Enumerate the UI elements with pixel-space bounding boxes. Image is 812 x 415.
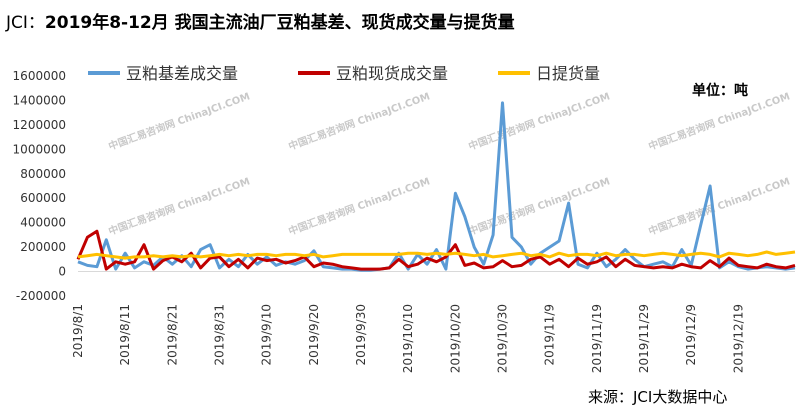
x-tick-label: 2019/11/29	[637, 304, 651, 373]
watermark-text: 中国汇易咨询网 ChinaJCI.COM	[287, 89, 432, 152]
title-main: 2019年8-12月 我国主流油厂豆粕基差、现货成交量与提货量	[44, 13, 515, 33]
series-line-2	[77, 250, 796, 260]
legend: 豆粕基差成交量 豆粕现货成交量 日提货量	[88, 64, 600, 83]
x-tick-label: 2019/9/30	[354, 304, 368, 366]
x-tick-label: 2019/11/9	[543, 304, 557, 366]
source-label: 来源：JCI大数据中心	[588, 388, 728, 406]
x-tick-label: 2019/8/31	[213, 304, 227, 366]
y-tick-label: 1000000	[13, 142, 66, 156]
legend-label: 豆粕基差成交量	[126, 64, 238, 83]
series-line-1	[76, 229, 796, 271]
x-tick-label: 2019/9/10	[260, 304, 274, 366]
watermark-layer: 中国汇易咨询网 ChinaJCI.COM 中国汇易咨询网 ChinaJCI.COM…	[107, 89, 792, 237]
y-tick-label: 600000	[20, 191, 66, 205]
unit-label: 单位：吨	[692, 83, 748, 99]
legend-label: 日提货量	[536, 64, 600, 83]
x-tick-label: 2019/8/21	[165, 304, 179, 366]
x-tick-label: 2019/10/30	[496, 304, 510, 373]
watermark-text: 中国汇易咨询网 ChinaJCI.COM	[107, 89, 252, 152]
y-tick-label: 200000	[20, 240, 66, 254]
title-prefix: JCI：	[6, 13, 45, 33]
legend-label: 豆粕现货成交量	[336, 64, 448, 83]
x-tick-label: 2019/9/20	[307, 304, 321, 366]
y-tick-label: 0	[58, 265, 66, 279]
chart-title: JCI：2019年8-12月 我国主流油厂豆粕基差、现货成交量与提货量	[6, 8, 515, 33]
y-tick-label: 800000	[20, 167, 66, 181]
series-layer	[76, 101, 796, 272]
x-tick-label: 2019/12/9	[684, 304, 698, 366]
y-tick-label: -200000	[16, 289, 66, 303]
x-tick-label: 2019/10/10	[401, 304, 415, 373]
x-tick-label: 2019/12/19	[731, 304, 745, 373]
x-tick-label: 2019/11/19	[590, 304, 604, 373]
x-tick-label: 2019/8/1	[71, 304, 85, 358]
y-tick-label: 1200000	[13, 118, 66, 132]
watermark-text: 中国汇易咨询网 ChinaJCI.COM	[287, 174, 432, 237]
y-tick-label: 1600000	[13, 69, 66, 83]
watermark-text: 中国汇易咨询网 ChinaJCI.COM	[647, 174, 792, 237]
y-tick-label: 1400000	[13, 93, 66, 107]
watermark-text: 中国汇易咨询网 ChinaJCI.COM	[467, 174, 612, 237]
y-axis: -200000 0 200000 400000 600000 800000 1000000 1…	[13, 69, 66, 303]
y-tick-label: 400000	[20, 216, 66, 230]
watermark-text: 中国汇易咨询网 ChinaJCI.COM	[467, 89, 612, 152]
x-tick-label: 2019/8/11	[118, 304, 132, 366]
watermark-text: 中国汇易咨询网 ChinaJCI.COM	[107, 174, 252, 237]
x-tick-label: 2019/10/20	[448, 304, 462, 373]
x-axis: 2019/8/1 2019/8/11 2019/8/21 2019/8/31 2019/…	[71, 304, 745, 373]
